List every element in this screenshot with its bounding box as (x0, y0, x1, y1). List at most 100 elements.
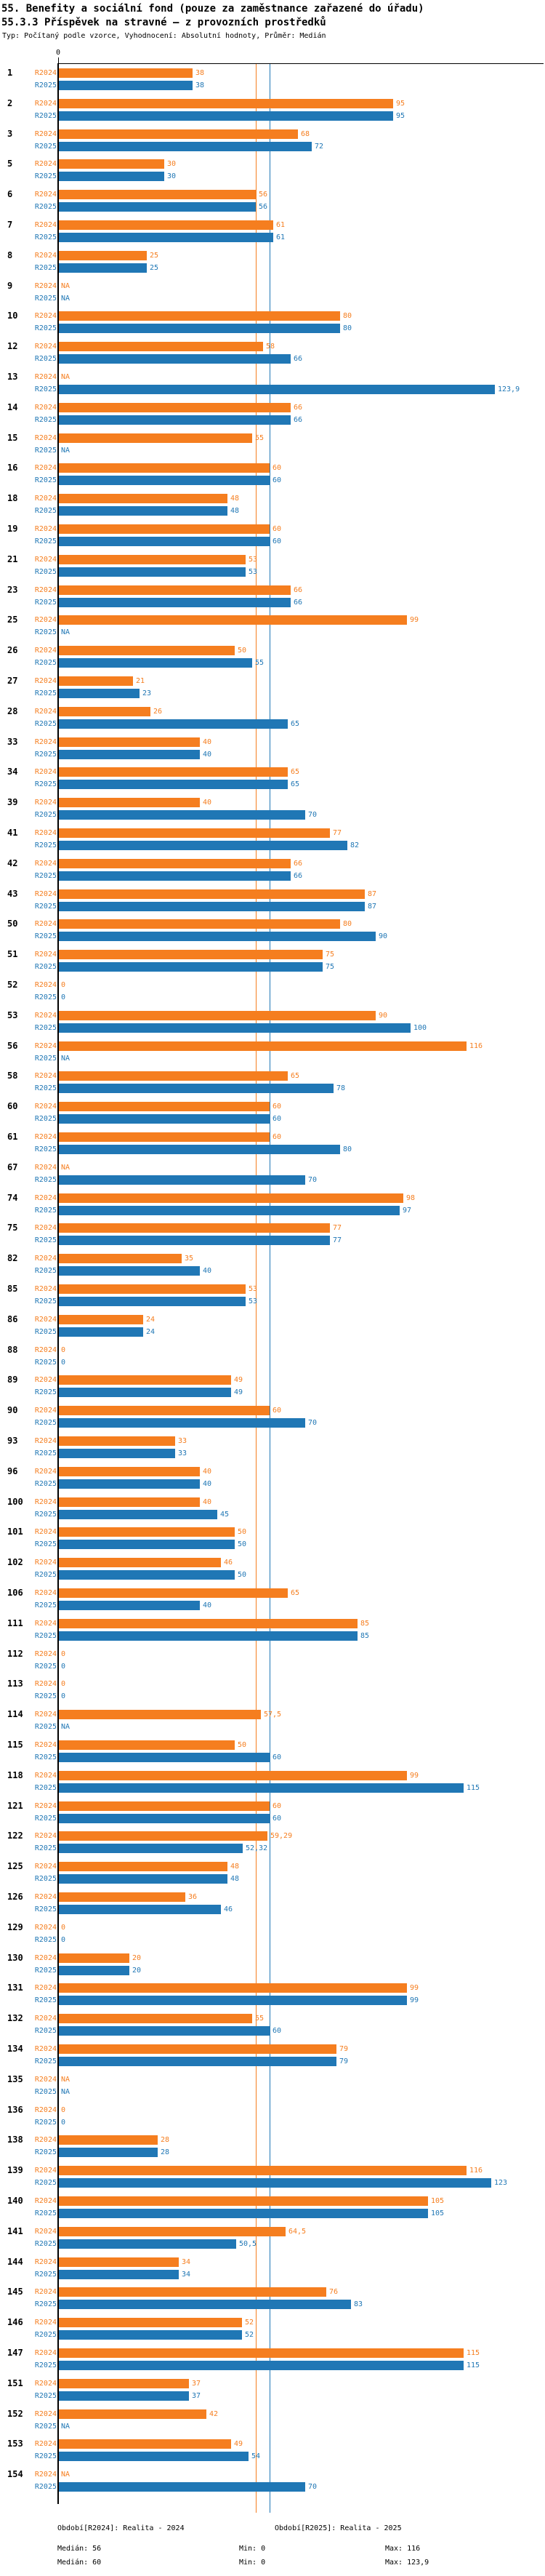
series-tick-label-r2024: R2024 (34, 99, 57, 108)
series-tick-label-r2025: R2025 (34, 841, 57, 849)
row-id-label: 151 (7, 2377, 23, 2388)
row-id-label: 1 (7, 68, 13, 78)
bar-r2025 (59, 1479, 200, 1489)
series-tick-label-r2025: R2025 (34, 628, 57, 637)
bar-r2025 (59, 658, 252, 668)
value-label-r2025: 50 (238, 1571, 247, 1580)
series-tick-label-r2024: R2024 (34, 707, 57, 716)
row-id-label: 19 (7, 524, 18, 534)
value-label-r2024: 26 (153, 707, 163, 716)
value-label-r2024: 64,5 (288, 2227, 307, 2236)
series-tick-label-r2025: R2025 (34, 142, 57, 151)
row-id-label: 135 (7, 2073, 23, 2084)
series-tick-label-r2025: R2025 (34, 2300, 57, 2309)
value-label-r2025: 115 (467, 1783, 480, 1792)
bar-r2024 (59, 554, 246, 564)
bar-r2024 (59, 220, 273, 230)
row-id-label: 118 (7, 1769, 23, 1780)
x-axis-zero-tick-label: 0 (55, 49, 61, 57)
series-tick-label-r2024: R2024 (34, 647, 57, 655)
series-tick-label-r2025: R2025 (34, 2027, 57, 2036)
row-id-label: 146 (7, 2317, 23, 2328)
bar-r2024 (59, 342, 263, 352)
series-tick-label-r2024: R2024 (34, 1801, 57, 1810)
series-tick-label-r2025: R2025 (34, 811, 57, 820)
value-label-r2024: 36 (188, 1893, 198, 1901)
value-label-r2024: 33 (178, 1437, 187, 1445)
series-tick-label-r2024: R2024 (34, 1711, 57, 1719)
value-label-r2025: 99 (410, 1996, 419, 2005)
row-id-label: 26 (7, 645, 18, 656)
value-label-r2024: 87 (368, 889, 377, 898)
row-id-label: 7 (7, 220, 13, 230)
series-tick-label-r2024: R2024 (34, 1528, 57, 1537)
row-id-label: 132 (7, 2013, 23, 2024)
value-label-r2024: 76 (329, 2288, 339, 2297)
bar-r2025 (59, 2452, 249, 2462)
bar-r2025 (59, 506, 227, 516)
value-label-r2025: 0 (61, 1662, 66, 1671)
bar-r2024 (59, 250, 147, 260)
series-tick-label-r2024: R2024 (34, 495, 57, 503)
legend-item-r2025: Období[R2025]: Realita - 2025 (275, 2524, 402, 2532)
row-id-label: 130 (7, 1952, 23, 1963)
row-id-label: 102 (7, 1557, 23, 1568)
bar-r2024 (59, 1102, 270, 1112)
series-tick-label-r2025: R2025 (34, 1692, 57, 1701)
bar-r2024 (59, 1466, 200, 1476)
series-tick-label-r2025: R2025 (34, 324, 57, 333)
value-label-r2025: 25 (150, 263, 159, 272)
value-label-r2025: 50 (238, 1540, 247, 1549)
value-label-r2024: 79 (339, 2045, 349, 2053)
series-tick-label-r2024: R2024 (34, 433, 57, 442)
row-id-label: 8 (7, 249, 13, 260)
series-tick-label-r2024: R2024 (34, 920, 57, 929)
bar-r2024 (59, 1223, 330, 1233)
row-id-label: 61 (7, 1132, 18, 1142)
row-id-label: 129 (7, 1921, 23, 1932)
value-label-r2024: 50 (238, 1528, 247, 1537)
bar-r2024 (59, 2226, 286, 2236)
series-tick-label-r2024: R2024 (34, 2440, 57, 2449)
value-label-r2025: 83 (354, 2300, 363, 2309)
series-tick-label-r2025: R2025 (34, 203, 57, 212)
series-tick-label-r2025: R2025 (34, 1844, 57, 1853)
series-tick-label-r2025: R2025 (34, 385, 57, 393)
bar-r2024 (59, 1618, 358, 1628)
bar-r2024 (59, 585, 291, 595)
value-label-r2025: 20 (132, 1966, 142, 1975)
series-tick-label-r2024: R2024 (34, 2105, 57, 2114)
bar-r2024 (59, 2439, 231, 2449)
value-label-r2024: 55 (255, 433, 265, 442)
series-tick-label-r2025: R2025 (34, 1753, 57, 1761)
series-tick-label-r2024: R2024 (34, 1285, 57, 1293)
series-tick-label-r2024: R2024 (34, 1407, 57, 1415)
bar-r2024 (59, 1770, 407, 1780)
row-id-label: 41 (7, 828, 18, 838)
bar-r2025 (59, 2482, 305, 2492)
bar-r2025 (59, 1509, 217, 1519)
value-label-r2024: NA (61, 281, 70, 290)
series-tick-label-r2025: R2025 (34, 1996, 57, 2005)
series-tick-label-r2025: R2025 (34, 780, 57, 789)
value-label-r2024: 116 (469, 1041, 483, 1050)
value-label-r2024: 65 (291, 768, 300, 777)
series-tick-label-r2024: R2024 (34, 1315, 57, 1324)
series-tick-label-r2025: R2025 (34, 1449, 57, 1457)
series-tick-label-r2024: R2024 (34, 859, 57, 868)
row-id-label: 112 (7, 1648, 23, 1659)
series-tick-label-r2024: R2024 (34, 2409, 57, 2418)
series-tick-label-r2025: R2025 (34, 294, 57, 303)
series-tick-label-r2024: R2024 (34, 2015, 57, 2023)
bar-r2025 (59, 2391, 189, 2401)
series-tick-label-r2025: R2025 (34, 476, 57, 485)
value-label-r2024: 68 (301, 129, 310, 138)
bar-r2024 (59, 129, 298, 139)
row-id-label: 42 (7, 857, 18, 868)
row-id-label: 126 (7, 1892, 23, 1902)
value-label-r2025: 87 (368, 902, 377, 911)
bar-r2025 (59, 537, 270, 546)
bar-r2025 (59, 415, 291, 425)
series-tick-label-r2025: R2025 (34, 719, 57, 728)
